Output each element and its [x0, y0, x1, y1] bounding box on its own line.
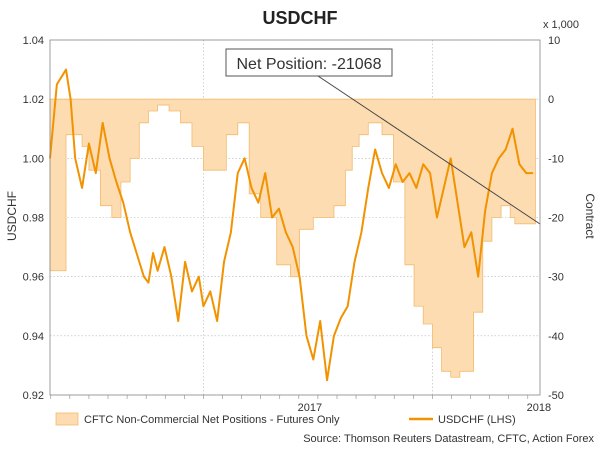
- annotation-text: Net Position: -21068: [237, 56, 382, 73]
- left-tick-label: 1.00: [23, 153, 44, 165]
- right-tick-label: -20: [548, 213, 564, 225]
- right-tick-label: 0: [548, 94, 554, 106]
- x-tick-label: 2018: [527, 402, 551, 414]
- left-tick-label: 0.96: [23, 272, 44, 284]
- right-tick-label: -10: [548, 153, 564, 165]
- annotation-box: [225, 48, 393, 77]
- annotation: Net Position: -21068: [225, 48, 393, 77]
- left-axis-label: USDCHF: [5, 191, 19, 241]
- plot-area: 0.92 0.94 0.96 0.98 1.00 1.02 1.04 -50 -40 -30 -20…: [23, 35, 564, 414]
- legend-swatch-cftc: [55, 412, 79, 426]
- chart-title: USDCHF: [263, 8, 338, 28]
- right-tick-label: -40: [548, 331, 564, 343]
- left-tick-label: 0.98: [23, 213, 44, 225]
- right-tick-label: 10: [548, 35, 560, 47]
- plot-frame: [49, 39, 541, 396]
- left-tick-label: 0.92: [23, 390, 44, 402]
- left-tick-label: 1.02: [23, 94, 44, 106]
- cftc-net-positions-area: [49, 98, 536, 378]
- legend-label-usdchf: USDCHF (LHS): [438, 414, 516, 426]
- legend-label-cftc: CFTC Non-Commercial Net Positions - Futu…: [84, 414, 340, 426]
- right-axis-unit: x 1,000: [543, 19, 579, 31]
- source-note: Source: Thomson Reuters Datastream, CFTC…: [303, 433, 594, 445]
- annotation-leader-line: [317, 75, 541, 225]
- left-tick-label: 0.94: [23, 331, 44, 343]
- right-tick-label: -50: [548, 390, 564, 402]
- legend: CFTC Non-Commercial Net Positions - Futu…: [55, 412, 516, 426]
- right-axis-label: Contract: [583, 193, 597, 239]
- left-tick-label: 1.04: [23, 35, 44, 47]
- x-tick-label: 2017: [298, 402, 322, 414]
- right-tick-label: -30: [548, 272, 564, 284]
